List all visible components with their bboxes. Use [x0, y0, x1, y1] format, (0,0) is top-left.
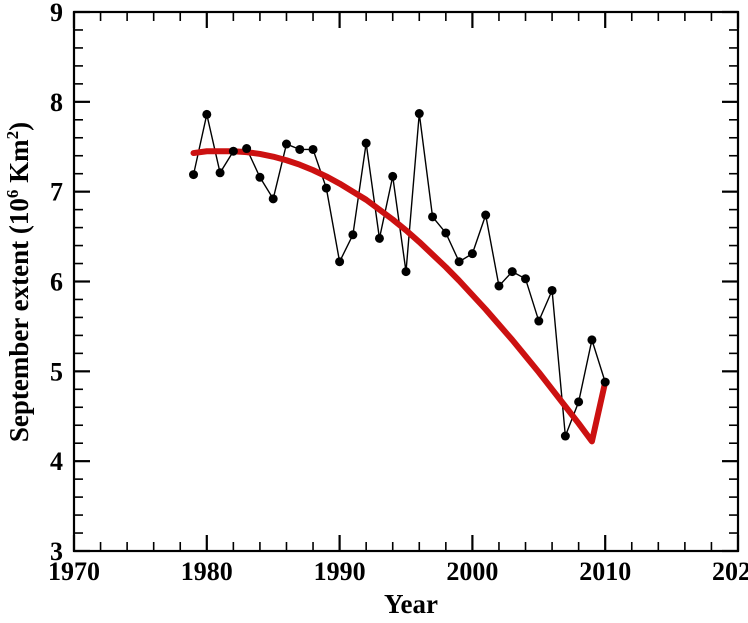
y-axis-major-ticks: [74, 10, 738, 553]
y-tick-label: 3: [50, 537, 63, 566]
data-point-marker: [228, 146, 238, 156]
data-point-marker: [361, 138, 371, 148]
data-point-marker: [481, 210, 491, 220]
data-point-marker: [189, 170, 199, 180]
y-axis-title: September extent (106 Km2): [3, 122, 34, 442]
y-tick-label: 5: [50, 357, 63, 386]
data-point-marker: [574, 397, 584, 407]
data-point-marker: [242, 144, 252, 154]
data-point-marker: [401, 267, 411, 277]
data-markers-layer: [189, 109, 610, 441]
data-point-marker: [388, 171, 398, 181]
y-tick-label: 4: [50, 447, 63, 476]
data-point-marker: [507, 267, 517, 277]
data-point-marker: [547, 285, 557, 295]
y-tick-label: 7: [50, 178, 63, 207]
data-point-marker: [348, 230, 358, 240]
x-tick-label: 1970: [48, 557, 100, 586]
y-tick-label: 8: [50, 88, 63, 117]
x-axis-title: Year: [384, 589, 438, 619]
data-point-marker: [335, 257, 345, 267]
data-point-marker: [560, 431, 570, 441]
data-point-marker: [281, 139, 291, 149]
data-point-marker: [428, 212, 438, 222]
axes-frame: [72, 10, 740, 553]
data-point-marker: [600, 377, 610, 387]
data-point-marker: [321, 183, 331, 193]
data-point-marker: [534, 316, 544, 326]
x-tick-label: 2000: [446, 557, 498, 586]
y-axis-minor-ticks: [74, 29, 738, 534]
data-point-marker: [268, 194, 278, 204]
data-point-marker: [308, 144, 318, 154]
x-tick-label: 1980: [181, 557, 233, 586]
data-point-marker: [202, 109, 212, 119]
trend-polyline: [190, 148, 609, 445]
data-point-marker: [454, 257, 464, 267]
data-point-marker: [255, 172, 265, 182]
data-point-marker: [414, 109, 424, 119]
data-series-layer: [192, 113, 606, 437]
x-axis-major-ticks: [72, 12, 740, 551]
data-point-marker: [215, 168, 225, 178]
data-point-marker: [467, 249, 477, 259]
y-tick-label: 6: [50, 268, 63, 297]
series-polyline: [192, 113, 606, 437]
data-point-marker: [295, 144, 305, 154]
y-tick-label: 9: [50, 0, 63, 27]
x-tick-label: 2010: [579, 557, 631, 586]
data-point-marker: [521, 274, 531, 284]
x-axis-tick-labels: 1970 1980 1990 2000 2010 2020: [48, 557, 748, 586]
data-point-marker: [441, 228, 451, 238]
data-point-marker: [494, 281, 504, 291]
data-point-marker: [374, 233, 384, 243]
x-axis-minor-ticks: [99, 12, 713, 551]
y-axis-tick-labels: 3 4 5 6 7 8 9: [50, 0, 63, 566]
trend-line-layer: [190, 148, 609, 445]
data-point-marker: [587, 335, 597, 345]
x-tick-label: 2020: [712, 557, 748, 586]
x-tick-label: 1990: [314, 557, 366, 586]
